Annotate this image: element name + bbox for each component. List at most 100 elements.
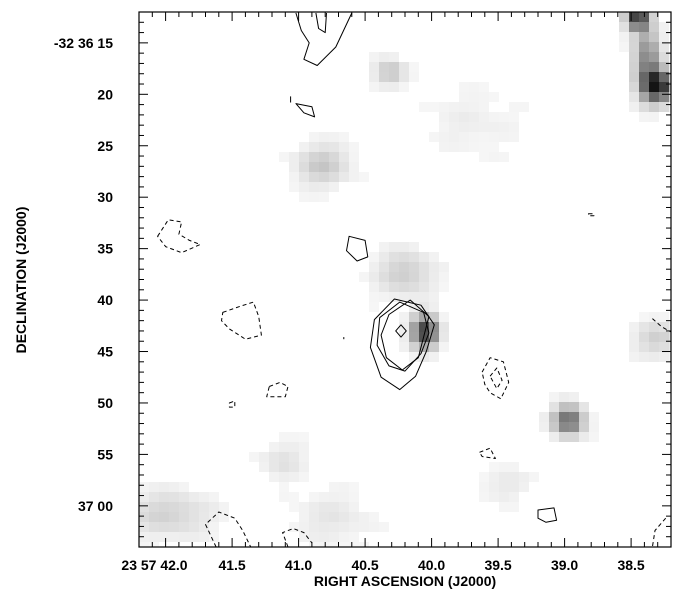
axis-ticks <box>138 11 672 548</box>
image-pixel <box>169 492 179 502</box>
y-tick-label: 40 <box>97 292 113 308</box>
image-pixel <box>329 132 339 142</box>
image-pixel <box>379 82 389 92</box>
image-pixel <box>389 292 399 302</box>
image-pixel <box>509 122 519 132</box>
image-pixel <box>289 452 299 462</box>
image-pixel <box>139 502 149 512</box>
image-pixel <box>349 162 359 172</box>
image-pixel <box>389 82 399 92</box>
image-pixel <box>389 252 399 262</box>
image-pixel <box>629 72 639 82</box>
image-pixel <box>409 242 419 252</box>
image-pixel <box>299 502 309 512</box>
image-pixel <box>349 172 359 182</box>
image-pixel <box>299 142 309 152</box>
image-pixel <box>619 12 629 22</box>
image-pixel <box>329 182 339 192</box>
image-pixel <box>329 542 339 547</box>
image-pixel <box>479 152 489 162</box>
image-pixel <box>549 432 559 442</box>
image-pixel <box>429 292 439 302</box>
image-pixel <box>649 342 659 352</box>
image-pixel <box>619 32 629 42</box>
contour-top-1 <box>295 12 353 66</box>
image-pixel <box>299 432 309 442</box>
image-pixel <box>559 412 569 422</box>
image-pixel <box>579 402 589 412</box>
image-pixel <box>169 522 179 532</box>
image-pixel <box>559 422 569 432</box>
image-pixel <box>479 92 489 102</box>
image-pixel <box>339 482 349 492</box>
image-pixel <box>669 92 671 102</box>
image-pixel <box>159 512 169 522</box>
image-pixel <box>449 142 459 152</box>
image-pixel <box>479 482 489 492</box>
image-pixel <box>409 322 419 332</box>
image-pixel <box>389 52 399 62</box>
y-tick-label: 45 <box>97 344 113 360</box>
source-contour-3 <box>369 298 435 391</box>
image-pixel <box>169 512 179 522</box>
image-pixel <box>459 82 469 92</box>
image-pixel <box>369 72 379 82</box>
image-pixel <box>279 152 289 162</box>
dashed-contour-6 <box>479 447 496 459</box>
image-pixel <box>379 272 389 282</box>
image-pixel <box>279 452 289 462</box>
image-pixel <box>479 142 489 152</box>
x-tick-label: 40.5 <box>351 557 378 573</box>
image-pixel <box>509 492 519 502</box>
image-pixel <box>489 462 499 472</box>
image-pixel <box>419 282 429 292</box>
image-pixel <box>509 462 519 472</box>
image-pixel <box>319 152 329 162</box>
image-pixel <box>319 532 329 542</box>
image-pixel <box>379 52 389 62</box>
image-pixel <box>299 462 309 472</box>
image-pixel <box>399 282 409 292</box>
image-pixel <box>509 502 519 512</box>
image-pixel <box>649 352 659 362</box>
image-pixel <box>299 182 309 192</box>
image-pixel <box>509 112 519 122</box>
image-pixel <box>459 102 469 112</box>
image-pixel <box>499 482 509 492</box>
image-pixel <box>169 532 179 542</box>
image-pixel <box>429 282 439 292</box>
contour-small-a <box>295 103 316 118</box>
image-pixel <box>439 342 449 352</box>
image-pixel <box>639 62 649 72</box>
image-pixel <box>469 142 479 152</box>
dashed-contour-10 <box>588 213 595 217</box>
image-pixel <box>629 32 639 42</box>
image-pixel <box>439 272 449 282</box>
image-pixel <box>419 262 429 272</box>
image-pixel <box>559 392 569 402</box>
image-pixel <box>269 452 279 462</box>
image-pixel <box>139 542 149 547</box>
image-pixel <box>489 472 499 482</box>
image-pixel <box>199 492 209 502</box>
image-pixel <box>479 472 489 482</box>
image-pixel <box>379 242 389 252</box>
image-pixel <box>619 42 629 52</box>
image-pixel <box>669 62 671 72</box>
image-pixel <box>489 142 499 152</box>
image-pixel <box>149 522 159 532</box>
image-pixel <box>399 242 409 252</box>
image-pixel <box>219 512 229 522</box>
image-pixel <box>499 112 509 122</box>
image-pixel <box>399 332 409 342</box>
image-pixel <box>309 532 319 542</box>
grayscale-image <box>139 12 671 547</box>
image-pixel <box>649 92 659 102</box>
image-pixel <box>159 502 169 512</box>
image-pixel <box>189 492 199 502</box>
image-pixel <box>399 342 409 352</box>
image-pixel <box>419 102 429 112</box>
image-pixel <box>149 482 159 492</box>
image-pixel <box>139 482 149 492</box>
